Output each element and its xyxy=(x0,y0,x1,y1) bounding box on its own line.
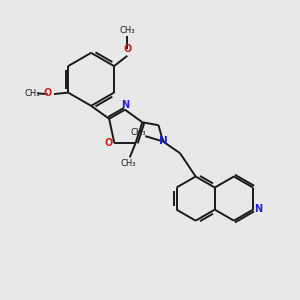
Text: CH₃: CH₃ xyxy=(121,159,136,168)
Text: O: O xyxy=(124,44,132,54)
Text: O: O xyxy=(105,138,113,148)
Text: CH₃: CH₃ xyxy=(25,89,40,98)
Text: N: N xyxy=(159,136,167,146)
Text: N: N xyxy=(254,204,262,214)
Text: CH₃: CH₃ xyxy=(120,26,135,35)
Text: O: O xyxy=(44,88,52,98)
Text: CH₃: CH₃ xyxy=(130,128,146,137)
Text: N: N xyxy=(121,100,129,110)
